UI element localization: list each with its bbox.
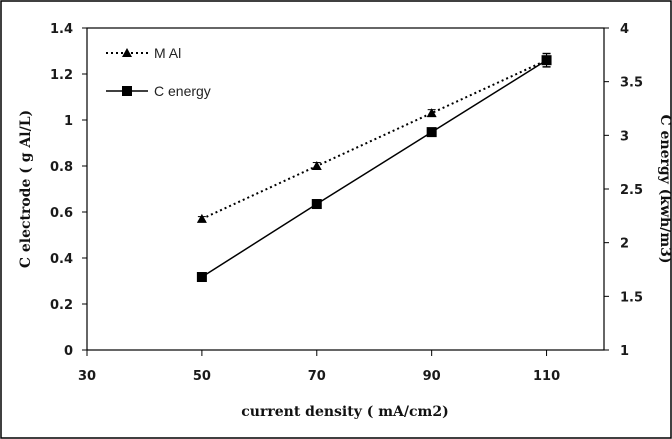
y-tick-label: 0 [64, 344, 73, 359]
data-point-m-al [426, 108, 437, 118]
y-tick-label: 0.4 [50, 252, 73, 267]
legend-label-m-al: M Al [154, 45, 181, 61]
series-line-c-energy [201, 59, 547, 278]
y-tick-label: 0.6 [50, 206, 73, 221]
y2-tick-label: 3.5 [620, 76, 643, 91]
legend-square-marker [122, 86, 132, 96]
y-tick-label: 0.8 [50, 160, 73, 175]
data-point-c-energy [541, 55, 552, 66]
x-tick-label: 50 [193, 369, 211, 384]
y2-tick-label: 2.5 [620, 183, 643, 198]
y2-tick-label: 2 [620, 237, 629, 252]
data-point-c-energy [311, 199, 322, 210]
y-axis-title: C electrode ( g Al/L) [18, 110, 34, 268]
y2-axis-title: C energy (kwh/m3) [657, 114, 672, 263]
y-tick-label: 1.4 [50, 22, 73, 37]
y2-tick-label: 1.5 [620, 290, 643, 305]
x-tick-label: 70 [308, 369, 326, 384]
data-point-m-al [311, 161, 322, 170]
x-tick-label: 30 [78, 369, 96, 384]
y-tick-label: 1.2 [50, 68, 73, 83]
x-tick-label: 110 [533, 369, 560, 384]
x-tick-label: 90 [423, 369, 441, 384]
series-layer [196, 52, 552, 283]
data-point-m-al [196, 213, 207, 223]
y-tick-label: 1 [64, 114, 73, 129]
y-tick-label: 0.2 [50, 298, 73, 313]
legend-triangle-marker [122, 48, 132, 57]
y2-tick-label: 4 [620, 22, 629, 37]
y2-tick-label: 1 [620, 344, 629, 359]
axes-layer: 30 50 70 90 110 0 0.2 0.4 0.6 0.8 1 1.2 1.4 1 1.5 2 2.5 3… [50, 22, 643, 384]
series-line-m-al [201, 59, 547, 220]
data-point-c-energy [426, 127, 437, 138]
data-point-c-energy [196, 272, 207, 283]
y2-tick-label: 3 [620, 129, 629, 144]
legend-label-c-energy: C energy [154, 83, 211, 99]
legend: M Al C energy [106, 45, 211, 99]
x-axis-title: current density ( mA/cm2) [241, 404, 448, 420]
